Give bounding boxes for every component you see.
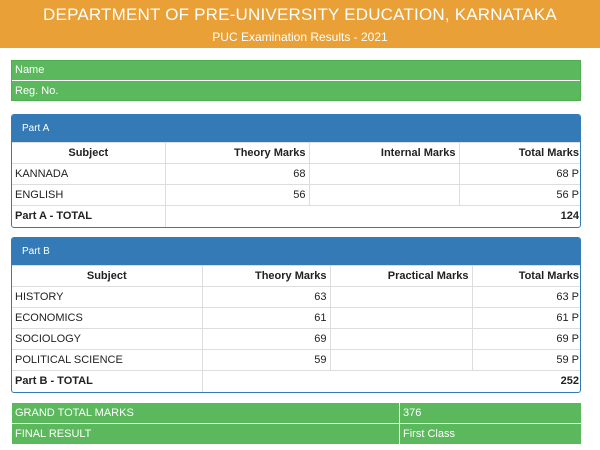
internal-cell (308, 184, 460, 206)
grand-total-value: 376 (399, 402, 582, 424)
theory-cell: 61 (201, 307, 331, 329)
column-header-theory: Theory Marks (201, 265, 331, 287)
part-b-total-value: 252 (201, 370, 580, 392)
theory-cell: 63 (201, 286, 331, 308)
column-header-theory: Theory Marks (164, 142, 310, 164)
part-total-row: Part A - TOTAL 124 (12, 205, 580, 227)
practical-cell (329, 286, 473, 308)
table-row: HISTORY 63 63 P (12, 286, 580, 308)
theory-cell: 69 (201, 328, 331, 350)
part-b-table: Subject Theory Marks Practical Marks Tot… (12, 265, 580, 392)
final-result-row: FINAL RESULT First Class (11, 423, 582, 445)
result-summary: GRAND TOTAL MARKS 376 FINAL RESULT First… (11, 402, 582, 445)
part-a-panel: Part A Subject Theory Marks Internal Mar… (11, 114, 581, 228)
practical-cell (329, 307, 473, 329)
part-a-table: Subject Theory Marks Internal Marks Tota… (12, 142, 580, 227)
table-row: POLITICAL SCIENCE 59 59 P (12, 349, 580, 371)
column-header-practical: Practical Marks (329, 265, 473, 287)
part-b-panel: Part B Subject Theory Marks Practical Ma… (11, 237, 581, 393)
total-cell: 69 P (471, 328, 580, 350)
total-cell: 56 P (458, 184, 580, 206)
final-result-value: First Class (399, 423, 582, 445)
total-cell: 59 P (471, 349, 580, 371)
student-info: Name Reg. No. (11, 60, 581, 101)
column-header-subject: Subject (12, 265, 203, 287)
table-header-row: Subject Theory Marks Internal Marks Tota… (12, 142, 580, 164)
internal-cell (308, 163, 460, 185)
theory-cell: 56 (164, 184, 310, 206)
subject-cell: ECONOMICS (12, 307, 203, 329)
table-row: KANNADA 68 68 P (12, 163, 580, 185)
subject-cell: SOCIOLOGY (12, 328, 203, 350)
part-a-total-label: Part A - TOTAL (12, 205, 166, 227)
student-regno-label: Reg. No. (12, 80, 580, 100)
table-row: SOCIOLOGY 69 69 P (12, 328, 580, 350)
page-header: DEPARTMENT OF PRE-UNIVERSITY EDUCATION, … (0, 0, 600, 48)
table-header-row: Subject Theory Marks Practical Marks Tot… (12, 265, 580, 287)
column-header-total: Total Marks (471, 265, 580, 287)
table-row: ENGLISH 56 56 P (12, 184, 580, 206)
subject-cell: POLITICAL SCIENCE (12, 349, 203, 371)
practical-cell (329, 349, 473, 371)
practical-cell (329, 328, 473, 350)
part-a-total-value: 124 (164, 205, 580, 227)
subject-cell: ENGLISH (12, 184, 166, 206)
table-row: ECONOMICS 61 61 P (12, 307, 580, 329)
total-cell: 63 P (471, 286, 580, 308)
grand-total-row: GRAND TOTAL MARKS 376 (11, 402, 582, 424)
total-cell: 68 P (458, 163, 580, 185)
column-header-subject: Subject (12, 142, 166, 164)
part-b-heading: Part B (12, 238, 580, 265)
part-a-heading: Part A (12, 115, 580, 142)
part-total-row: Part B - TOTAL 252 (12, 370, 580, 392)
column-header-total: Total Marks (458, 142, 580, 164)
grand-total-label: GRAND TOTAL MARKS (11, 402, 400, 424)
page-title: DEPARTMENT OF PRE-UNIVERSITY EDUCATION, … (43, 5, 557, 24)
column-header-internal: Internal Marks (308, 142, 460, 164)
subject-cell: HISTORY (12, 286, 203, 308)
part-b-total-label: Part B - TOTAL (12, 370, 203, 392)
subject-cell: KANNADA (12, 163, 166, 185)
page-subtitle: PUC Examination Results - 2021 (212, 30, 388, 44)
theory-cell: 68 (164, 163, 310, 185)
total-cell: 61 P (471, 307, 580, 329)
final-result-label: FINAL RESULT (11, 423, 400, 445)
student-name-label: Name (15, 64, 45, 76)
theory-cell: 59 (201, 349, 331, 371)
